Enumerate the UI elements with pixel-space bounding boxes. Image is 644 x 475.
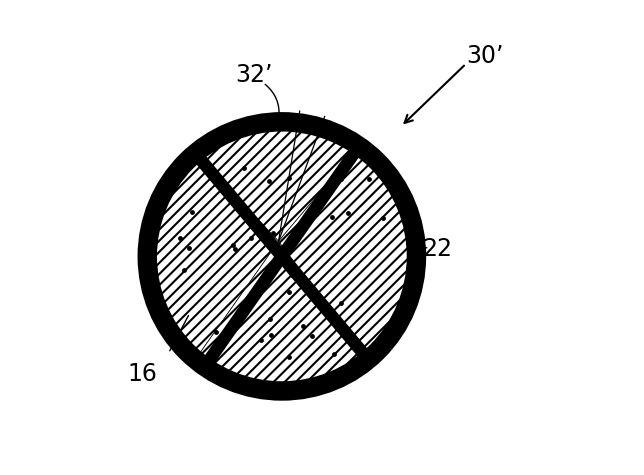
Text: 16: 16 xyxy=(128,362,158,387)
Text: 32’: 32’ xyxy=(235,63,272,86)
Polygon shape xyxy=(279,146,417,360)
Polygon shape xyxy=(195,122,359,241)
Text: 22: 22 xyxy=(422,238,453,261)
Text: 30’: 30’ xyxy=(466,44,504,68)
Polygon shape xyxy=(147,153,279,360)
Circle shape xyxy=(147,122,417,391)
Polygon shape xyxy=(195,241,368,391)
